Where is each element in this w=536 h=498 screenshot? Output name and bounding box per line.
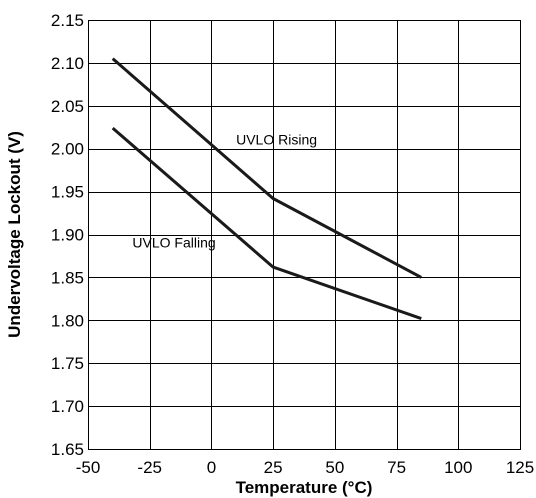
x-tick-label: 100 xyxy=(444,458,472,477)
x-tick-label: -25 xyxy=(137,458,162,477)
series-line-uvlo-rising xyxy=(111,57,423,279)
y-axis-title: Undervoltage Lockout (V) xyxy=(5,131,24,338)
x-axis-title: Temperature (°C) xyxy=(236,478,373,497)
y-tick-label: 2.15 xyxy=(51,11,84,30)
plot-area-frame xyxy=(88,20,521,450)
series-annotations: UVLO Rising UVLO Falling xyxy=(132,131,317,250)
x-axis-tick-labels: -50 -25 0 25 50 75 100 125 xyxy=(76,458,534,477)
x-tick-label: 0 xyxy=(207,458,216,477)
x-tick-label: 125 xyxy=(506,458,534,477)
y-tick-label: 1.80 xyxy=(51,311,84,330)
series-lines xyxy=(111,57,423,321)
series-line-uvlo-falling xyxy=(111,126,422,321)
y-tick-label: 2.00 xyxy=(51,140,84,159)
x-tick-label: 50 xyxy=(325,458,344,477)
y-tick-label: 1.95 xyxy=(51,183,84,202)
y-tick-label: 1.90 xyxy=(51,226,84,245)
y-axis-tick-labels: 1.65 1.70 1.75 1.80 1.85 1.90 1.95 2.00 2.05 2.10… xyxy=(51,11,84,459)
x-tick-label: -50 xyxy=(76,458,101,477)
annotation-uvlo-rising: UVLO Rising xyxy=(236,131,317,147)
annotation-uvlo-falling: UVLO Falling xyxy=(132,234,215,250)
y-tick-label: 1.65 xyxy=(51,440,84,459)
x-tick-label: 75 xyxy=(387,458,406,477)
y-tick-label: 2.10 xyxy=(51,54,84,73)
y-tick-label: 2.05 xyxy=(51,97,84,116)
y-tick-label: 1.70 xyxy=(51,397,84,416)
x-tick-label: 25 xyxy=(264,458,283,477)
y-tick-label: 1.85 xyxy=(51,268,84,287)
y-tick-label: 1.75 xyxy=(51,354,84,373)
